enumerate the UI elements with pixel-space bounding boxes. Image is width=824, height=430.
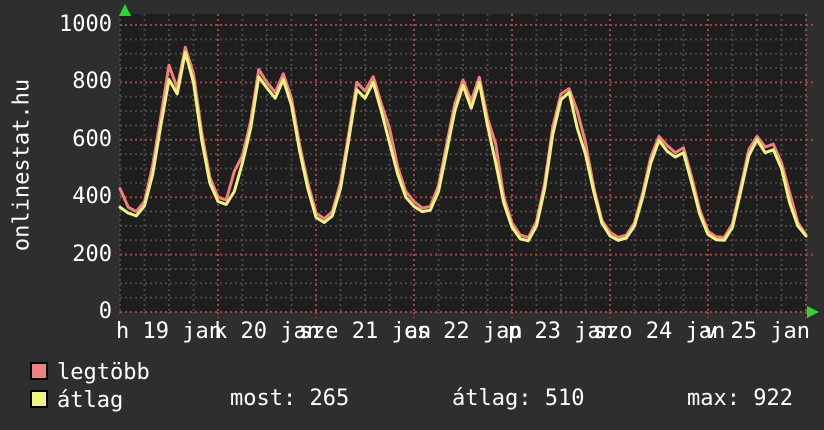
site-vertical-label: onlinestat.hu xyxy=(9,78,35,252)
y-tick-label: 600 xyxy=(72,126,112,152)
legend-swatch-legtobb xyxy=(30,362,48,380)
y-tick-label: 200 xyxy=(72,241,112,267)
x-tick-label: cs 22 jan xyxy=(403,319,523,344)
stat-max: max: 922 xyxy=(687,386,793,411)
y-axis-arrow-icon xyxy=(119,4,131,16)
y-tick-label: 0 xyxy=(98,299,112,324)
series-line-legtobb xyxy=(118,45,808,239)
legend-label-legtobb: legtöbb xyxy=(57,360,150,385)
y-tick-label: 800 xyxy=(72,69,112,95)
x-tick-label: v 25 jan xyxy=(704,319,810,344)
y-tick-label: 400 xyxy=(72,184,112,210)
x-tick-label: sze 21 jan xyxy=(298,319,432,344)
x-tick-label: szo 24 jan xyxy=(592,319,726,344)
legend-label-atlag: átlag xyxy=(57,388,124,413)
stat-atlag: átlag: 510 xyxy=(452,386,585,411)
stat-most: most: 265 xyxy=(230,386,350,411)
x-tick-label: k 20 jan xyxy=(214,319,320,344)
x-axis-arrow-icon xyxy=(807,306,819,318)
x-tick-label: p 23 jan xyxy=(508,319,614,344)
x-tick-label: h 19 jan xyxy=(116,319,222,344)
series-line-atlag xyxy=(118,50,808,243)
legend-swatch-atlag xyxy=(30,390,48,408)
y-tick-label: 1000 xyxy=(59,12,112,37)
